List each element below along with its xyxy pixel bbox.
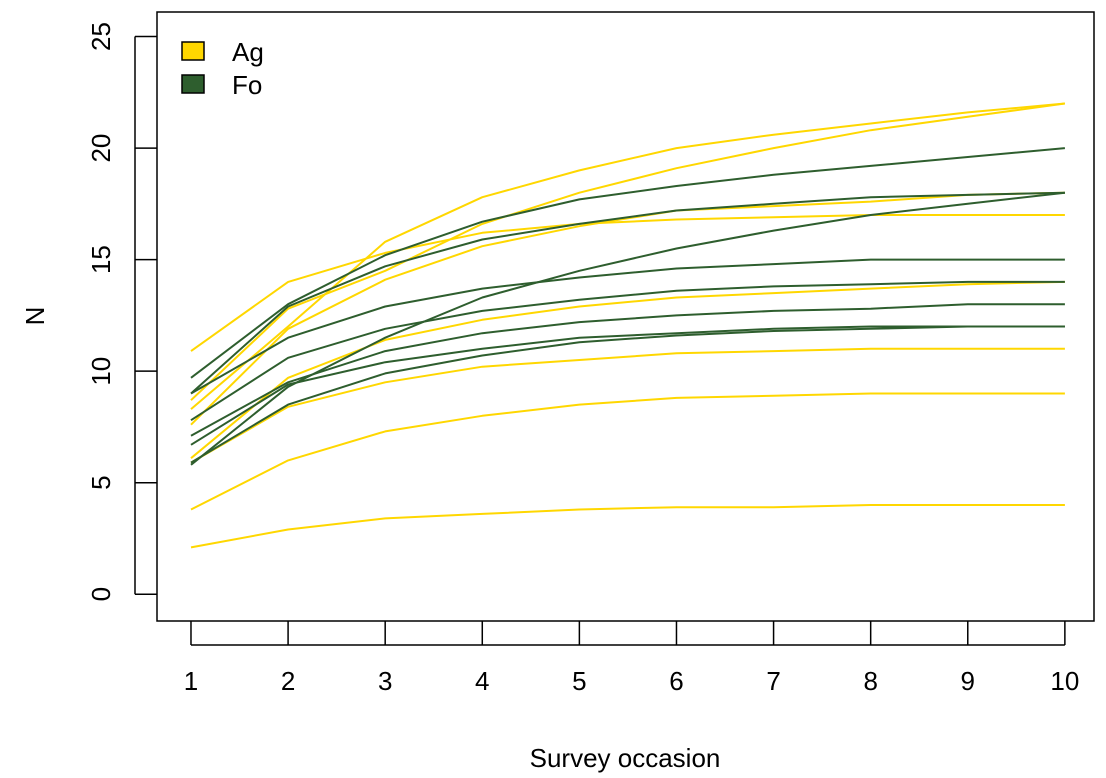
- series-line-fo-12: [190, 191, 1066, 466]
- series-line-ag-7: [190, 392, 1065, 511]
- x-tick-label: 3: [378, 666, 392, 696]
- legend-label-ag: Ag: [232, 37, 264, 67]
- series-line-fo-9: [190, 147, 1065, 379]
- x-tick-label: 8: [863, 666, 877, 696]
- legend-swatch-fo: [181, 74, 205, 94]
- y-tick-label: 15: [86, 245, 116, 274]
- plot-box: [156, 11, 1095, 622]
- series-line-fo-16: [190, 325, 1065, 464]
- x-tick-label: 2: [281, 666, 295, 696]
- series-line-ag-2: [190, 102, 1065, 410]
- x-axis: 1 2 3 4 5 6 7 8 9 10: [184, 621, 1079, 696]
- x-tick-label: 4: [475, 666, 489, 696]
- series-line-fo-13: [190, 280, 1065, 422]
- y-tick-label: 25: [86, 22, 116, 51]
- series-line-ag-4: [190, 102, 1066, 401]
- series-line-ag-3: [190, 191, 1065, 426]
- y-tick-label: 20: [86, 134, 116, 163]
- x-tick-label: 7: [766, 666, 780, 696]
- x-tick-label: 9: [961, 666, 975, 696]
- series-line-fo-14: [190, 303, 1065, 437]
- x-tick-label: 5: [572, 666, 586, 696]
- series-line-ag-8: [190, 504, 1065, 549]
- series-line-fo-10: [190, 191, 1065, 395]
- x-axis-title: Survey occasion: [530, 743, 721, 773]
- y-tick-label: 0: [86, 587, 116, 601]
- series-line-fo-15: [190, 325, 1065, 446]
- legend-swatch-ag: [181, 41, 205, 61]
- series-line-ag-1: [190, 214, 1065, 352]
- x-tick-label: 6: [669, 666, 683, 696]
- series-line-ag-6: [190, 347, 1065, 464]
- y-axis-title: N: [20, 307, 50, 326]
- series-line-fo-11: [190, 258, 1065, 395]
- y-tick-label: 5: [86, 475, 116, 489]
- series-line-ag-5: [190, 280, 1065, 459]
- y-axis: 0 5 10 15 20 25: [86, 22, 157, 601]
- legend-label-fo: Fo: [232, 70, 262, 100]
- y-tick-label: 10: [86, 357, 116, 386]
- x-tick-label: 1: [184, 666, 198, 696]
- series-layer: [190, 102, 1066, 549]
- x-tick-label: 10: [1050, 666, 1079, 696]
